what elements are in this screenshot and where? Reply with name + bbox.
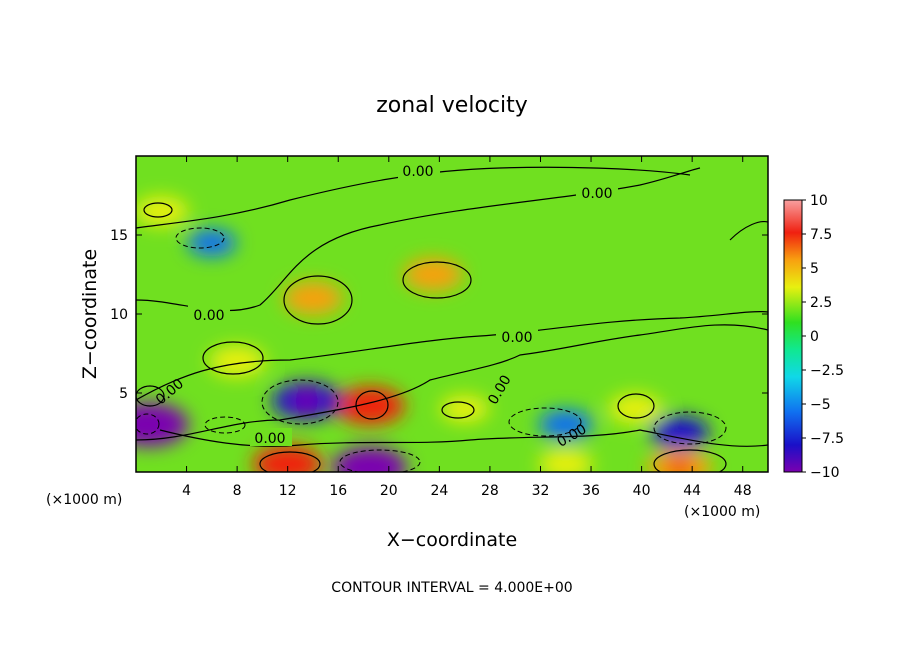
colorbar-tick-label: −10 bbox=[810, 465, 840, 481]
contour-line bbox=[136, 324, 768, 441]
contour-line bbox=[136, 385, 165, 407]
velocity-region bbox=[136, 196, 189, 227]
x-tick-label: 20 bbox=[380, 483, 398, 499]
velocity-region bbox=[208, 345, 266, 378]
contour-line bbox=[259, 451, 321, 472]
y-axis: 5 10 15 bbox=[110, 228, 768, 402]
x-axis: 4 8 12 16 20 24 28 32 36 40 44 48 bbox=[182, 156, 752, 499]
colorbar-tick-label: 5 bbox=[810, 261, 819, 277]
contour-line bbox=[261, 379, 339, 425]
contour-label: 0.00 bbox=[402, 164, 433, 180]
x-tick-label: 8 bbox=[233, 483, 242, 499]
velocity-region bbox=[187, 229, 237, 257]
contour-line bbox=[441, 401, 475, 419]
velocity-core bbox=[421, 266, 446, 283]
contour-label: 0.00 bbox=[581, 186, 612, 202]
colorbar-tick-label: −7.5 bbox=[810, 431, 844, 447]
contour-line bbox=[653, 449, 727, 472]
chart-title: zonal velocity bbox=[376, 93, 528, 118]
contour-line bbox=[204, 416, 246, 434]
x-tick-label: 44 bbox=[683, 483, 701, 499]
contour-line bbox=[283, 275, 353, 325]
velocity-core bbox=[292, 392, 321, 410]
contour-label: 0.00 bbox=[193, 308, 224, 324]
contour-interval-note: CONTOUR INTERVAL = 4.000E+00 bbox=[331, 580, 572, 596]
x-tick-label: 36 bbox=[582, 483, 600, 499]
contour-line bbox=[729, 220, 768, 241]
x-tick-label: 4 bbox=[182, 483, 191, 499]
y-axis-label: Z−coordinate bbox=[79, 249, 101, 379]
y-tick-label: 15 bbox=[110, 228, 128, 244]
contour-line bbox=[136, 166, 691, 229]
velocity-core bbox=[354, 457, 385, 472]
contour-line bbox=[143, 202, 173, 218]
colorbar: 10 7.5 5 2.5 0 −2.5 −5 −7.5 −10 bbox=[783, 193, 844, 481]
velocity-region bbox=[538, 449, 593, 472]
velocity-core bbox=[273, 455, 302, 472]
x-tick-label: 28 bbox=[481, 483, 499, 499]
velocity-core bbox=[300, 290, 325, 306]
colorbar-tick-label: 2.5 bbox=[810, 295, 832, 311]
x-tick-label: 24 bbox=[430, 483, 448, 499]
colorbar-tick-label: 0 bbox=[810, 329, 819, 345]
x-tick-label: 32 bbox=[532, 483, 550, 499]
x-tick-label: 40 bbox=[633, 483, 651, 499]
contour-line bbox=[175, 227, 225, 249]
contour-label: 0.00 bbox=[254, 431, 285, 447]
colorbar-tick-label: −5 bbox=[810, 397, 831, 413]
colorbar-tick-label: −2.5 bbox=[810, 363, 844, 379]
contour-line bbox=[508, 407, 582, 437]
velocity-region bbox=[538, 409, 593, 440]
contour-line bbox=[355, 390, 389, 420]
velocity-region bbox=[608, 393, 663, 424]
velocity-region bbox=[440, 395, 490, 423]
velocity-core bbox=[666, 459, 693, 472]
plot-area bbox=[136, 156, 768, 472]
negative-contour-lines bbox=[136, 227, 727, 472]
contour-line bbox=[136, 413, 160, 435]
contour-line bbox=[159, 429, 768, 447]
contour-line bbox=[617, 393, 655, 419]
x-tick-label: 48 bbox=[734, 483, 752, 499]
x-unit-label: (×1000 m) bbox=[684, 504, 760, 520]
x-tick-label: 16 bbox=[329, 483, 347, 499]
contour-line bbox=[202, 341, 264, 375]
contour-line bbox=[653, 411, 727, 445]
colorbar-scale bbox=[783, 199, 803, 473]
colorbar-tick-label: 7.5 bbox=[810, 227, 832, 243]
contour-line bbox=[339, 449, 421, 472]
colorbar-tick-label: 10 bbox=[810, 193, 828, 209]
x-tick-label: 12 bbox=[279, 483, 297, 499]
contour-label: 0.00 bbox=[501, 330, 532, 346]
y-tick-label: 5 bbox=[119, 386, 128, 402]
contour-line bbox=[136, 311, 768, 401]
y-tick-label: 10 bbox=[110, 307, 128, 323]
x-unit-label-left: (×1000 m) bbox=[46, 492, 122, 508]
x-axis-label: X−coordinate bbox=[387, 529, 517, 551]
contour-line bbox=[402, 261, 472, 299]
